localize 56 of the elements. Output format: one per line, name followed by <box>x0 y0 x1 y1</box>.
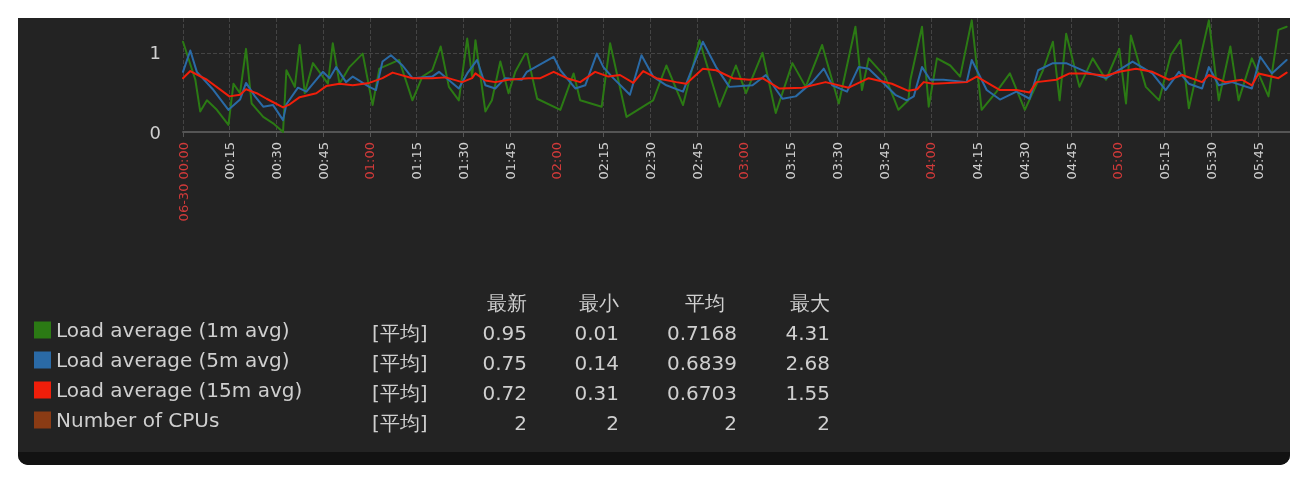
x-tick-label: 04:00 <box>923 142 939 180</box>
text: 0.95 <box>482 321 527 345</box>
text: 4.31 <box>785 321 830 345</box>
y-tick-label: 0 <box>149 121 161 143</box>
text: 0.31 <box>574 381 619 405</box>
text: 0.14 <box>574 351 619 375</box>
x-tick-label: 03:45 <box>876 142 892 180</box>
x-tick-label: 00:45 <box>315 142 331 180</box>
x-tick-label: 02:30 <box>642 142 658 180</box>
text: 0.6839 <box>667 351 737 375</box>
x-tick-label: 05:15 <box>1157 142 1173 180</box>
text: [平均] <box>372 351 428 375</box>
x-tick-label: 01:00 <box>362 142 378 180</box>
text: 2.68 <box>785 351 830 375</box>
line-series <box>182 67 1288 109</box>
x-tick-label: 01:45 <box>502 142 518 180</box>
x-tick-label: 02:45 <box>689 142 705 180</box>
legend-label: Load average (5m avg) <box>56 348 290 372</box>
text: 0.75 <box>482 351 527 375</box>
text: 0.72 <box>482 381 527 405</box>
x-tick-label: 03:30 <box>829 142 845 180</box>
text: 2 <box>724 411 737 435</box>
x-tick-label: 03:00 <box>736 142 752 180</box>
text: 1.55 <box>785 381 830 405</box>
text: [平均] <box>372 411 428 435</box>
text: 0.01 <box>574 321 619 345</box>
x-tick-label: 06-30 00:00 <box>175 142 191 222</box>
x-tick-label: 04:15 <box>970 142 986 180</box>
legend-label: Load average (15m avg) <box>56 378 303 402</box>
legend-label: Load average (1m avg) <box>56 318 290 342</box>
text: 最新 <box>487 291 527 315</box>
text: 2 <box>606 411 619 435</box>
x-tick-label: 05:30 <box>1203 142 1219 180</box>
text: 0.7168 <box>667 321 737 345</box>
text: [平均] <box>372 321 428 345</box>
text: 0.6703 <box>667 381 737 405</box>
line-series <box>182 40 1288 122</box>
x-tick-label: 01:30 <box>455 142 471 180</box>
text: 2 <box>514 411 527 435</box>
text: 最大 <box>790 291 830 315</box>
text: [平均] <box>372 381 428 405</box>
x-tick-label: 00:15 <box>222 142 238 180</box>
y-tick-label: 1 <box>149 42 161 64</box>
x-tick-label: 05:45 <box>1250 142 1266 180</box>
x-tick-label: 03:15 <box>783 142 799 180</box>
x-tick-label: 04:45 <box>1063 142 1079 180</box>
legend-label: Number of CPUs <box>56 408 220 432</box>
x-tick-label: 01:15 <box>409 142 425 180</box>
x-tick-label: 02:00 <box>549 142 565 180</box>
x-tick-label: 04:30 <box>1016 142 1032 180</box>
text: 最小 <box>579 291 619 315</box>
x-tick-label: 00:30 <box>269 142 284 180</box>
text: 2 <box>817 411 830 435</box>
text: 平均 <box>685 291 725 315</box>
x-tick-label: 05:00 <box>1110 142 1126 180</box>
x-tick-label: 02:15 <box>596 142 612 180</box>
